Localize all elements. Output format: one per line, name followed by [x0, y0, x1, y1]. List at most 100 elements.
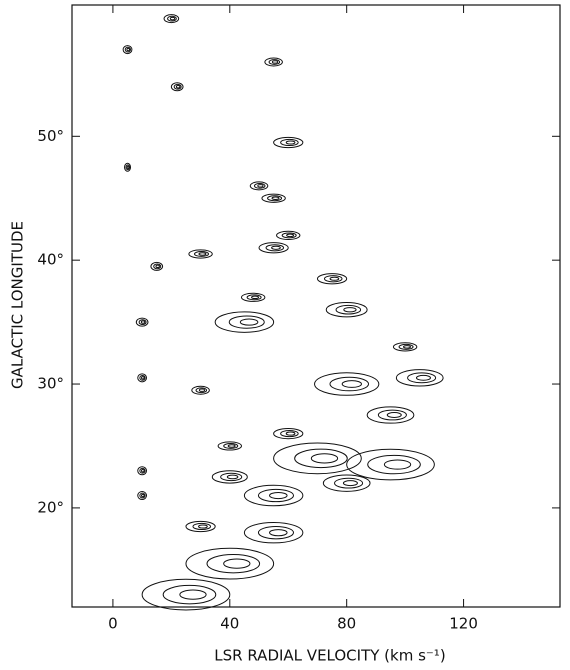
contour — [280, 430, 299, 438]
contour — [170, 82, 184, 92]
contour — [192, 522, 212, 531]
contour — [341, 380, 362, 388]
contour — [185, 547, 275, 580]
contour — [251, 295, 260, 300]
contour — [402, 345, 412, 349]
contour — [329, 376, 370, 392]
contour — [342, 480, 358, 487]
contour — [280, 138, 299, 147]
contour — [398, 343, 414, 350]
contour — [249, 181, 269, 191]
contour — [257, 526, 294, 540]
contour — [273, 136, 304, 149]
contour — [329, 276, 340, 281]
contour — [198, 388, 206, 392]
contour — [261, 193, 286, 203]
contour — [264, 57, 283, 67]
contour — [137, 491, 148, 501]
contour — [193, 251, 210, 257]
y-axis-label: GALACTIC LONGITUDE — [9, 221, 27, 389]
contour — [124, 162, 132, 172]
contour — [343, 307, 357, 313]
x-tick-label: 0 — [108, 615, 118, 633]
contour — [383, 459, 412, 470]
contour — [240, 292, 266, 302]
contour — [271, 245, 281, 250]
contour — [153, 263, 162, 270]
contour — [316, 273, 348, 285]
contour — [141, 469, 145, 473]
contour — [273, 442, 362, 475]
contour — [155, 264, 160, 269]
contour — [179, 589, 207, 600]
contour — [269, 491, 288, 500]
contour — [139, 467, 146, 474]
contour — [141, 376, 145, 380]
contour — [137, 373, 148, 383]
contour — [217, 441, 242, 451]
contour — [325, 302, 368, 318]
x-axis-label: LSR RADIAL VELOCITY (km s⁻¹) — [214, 647, 445, 665]
contour — [258, 242, 289, 254]
contour — [198, 252, 207, 256]
contour — [188, 249, 213, 259]
contour — [206, 553, 261, 574]
contour — [386, 412, 402, 418]
contour — [214, 311, 275, 333]
plot-frame — [71, 4, 561, 608]
contour — [257, 488, 294, 503]
y-tick-label: 20° — [37, 498, 64, 516]
contour — [163, 14, 180, 24]
contour — [265, 244, 285, 252]
contour — [223, 443, 239, 449]
contour — [285, 431, 296, 436]
contour — [185, 520, 216, 533]
contour — [137, 466, 148, 476]
contour — [191, 385, 210, 395]
contour — [126, 47, 131, 52]
contour — [239, 318, 259, 326]
contour — [273, 427, 304, 440]
contour — [243, 521, 304, 544]
contour — [122, 45, 133, 55]
contour — [228, 315, 265, 329]
contour — [198, 524, 208, 529]
contour — [377, 409, 407, 421]
y-tick-label: 40° — [37, 251, 64, 269]
contour — [276, 230, 301, 240]
contour — [294, 448, 348, 469]
contour — [253, 182, 266, 189]
contour — [271, 60, 279, 64]
contour — [281, 232, 297, 239]
contour — [314, 372, 380, 396]
contour — [407, 372, 437, 384]
contour — [286, 233, 295, 238]
contour — [395, 369, 444, 387]
contour — [335, 304, 362, 315]
contour — [175, 85, 181, 89]
contour — [211, 470, 248, 484]
contour — [346, 448, 435, 481]
contour — [141, 493, 145, 498]
y-tick-label: 50° — [37, 127, 64, 145]
contour — [271, 196, 280, 200]
x-tick-label: 120 — [449, 615, 478, 633]
contour — [246, 294, 262, 301]
contour — [227, 444, 236, 448]
contour — [150, 261, 164, 271]
contour — [392, 342, 418, 352]
contour — [334, 477, 364, 489]
contour — [323, 275, 343, 283]
contour — [257, 184, 264, 188]
contour — [173, 83, 182, 90]
contour — [169, 16, 176, 21]
contour — [162, 584, 217, 605]
contour — [139, 374, 146, 381]
contour — [310, 453, 339, 464]
contour — [415, 374, 431, 381]
contour — [195, 387, 208, 394]
contour — [223, 558, 251, 569]
x-tick-label: 80 — [337, 615, 356, 633]
contour — [366, 406, 415, 424]
